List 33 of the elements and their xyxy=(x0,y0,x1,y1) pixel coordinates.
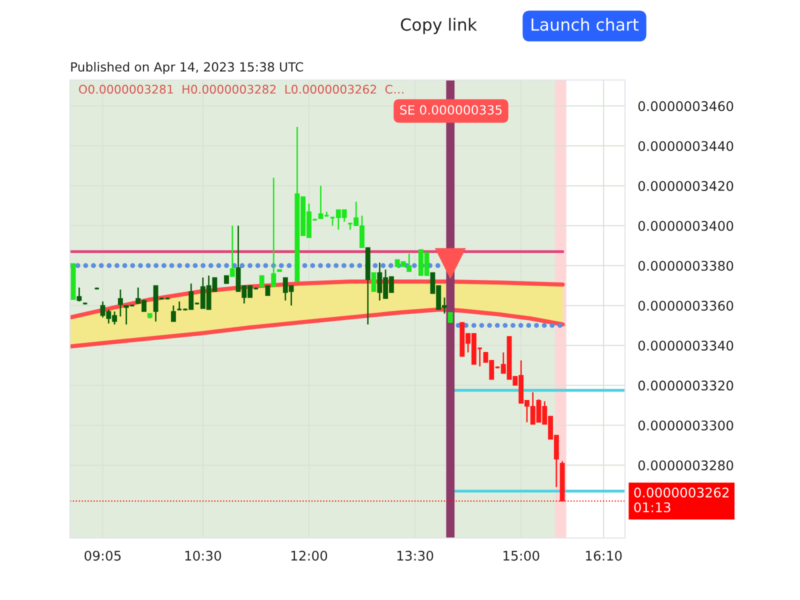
annotation: SE 0.000000335 xyxy=(400,105,502,115)
line-series xyxy=(70,307,565,349)
text: Published on Apr 14, 2023 15:38 UTC xyxy=(71,62,304,74)
x-tick-label: 13:30 xyxy=(397,550,434,561)
candlestick xyxy=(448,312,453,323)
candlestick xyxy=(271,177,276,288)
x-tick-label: 16:10 xyxy=(586,550,622,561)
candlestick xyxy=(259,274,264,288)
x-tick-label: 12:00 xyxy=(291,550,328,561)
y-tick-label: 0.0000003280 xyxy=(638,460,734,470)
candlestick xyxy=(170,304,176,322)
ref-line-label: 0.0000003262 01:13 xyxy=(634,488,729,512)
candlestick xyxy=(76,286,82,302)
candlestick xyxy=(230,224,235,278)
y-tick-label: 0.0000003340 xyxy=(638,340,734,351)
y-tick-label: 0.0000003400 xyxy=(638,220,734,231)
y-tick-label: 0.0000003320 xyxy=(638,380,734,391)
y-tick-label: 0.0000003460 xyxy=(638,101,734,112)
candlestick xyxy=(265,284,270,296)
y-tick-label: 0.0000003300 xyxy=(638,420,734,430)
x-tick-label: 09:05 xyxy=(84,550,121,561)
x-tick-label: 10:30 xyxy=(185,550,222,561)
text: Launch chart xyxy=(532,18,639,31)
candlestick xyxy=(371,272,376,292)
text: Copy link xyxy=(400,18,478,34)
y-tick-label: 0.0000003360 xyxy=(638,300,734,311)
y-tick-label: 0.0000003440 xyxy=(638,141,734,152)
line-series xyxy=(70,279,565,320)
y-tick-label: 0.0000003380 xyxy=(638,260,734,271)
candlestick xyxy=(118,288,123,318)
chart-title: O0.0000003281 H0.0000003282 L0.0000003262 C… xyxy=(78,84,404,94)
x-tick-label: 15:00 xyxy=(504,550,540,561)
y-tick-label: 0.0000003420 xyxy=(638,180,734,191)
